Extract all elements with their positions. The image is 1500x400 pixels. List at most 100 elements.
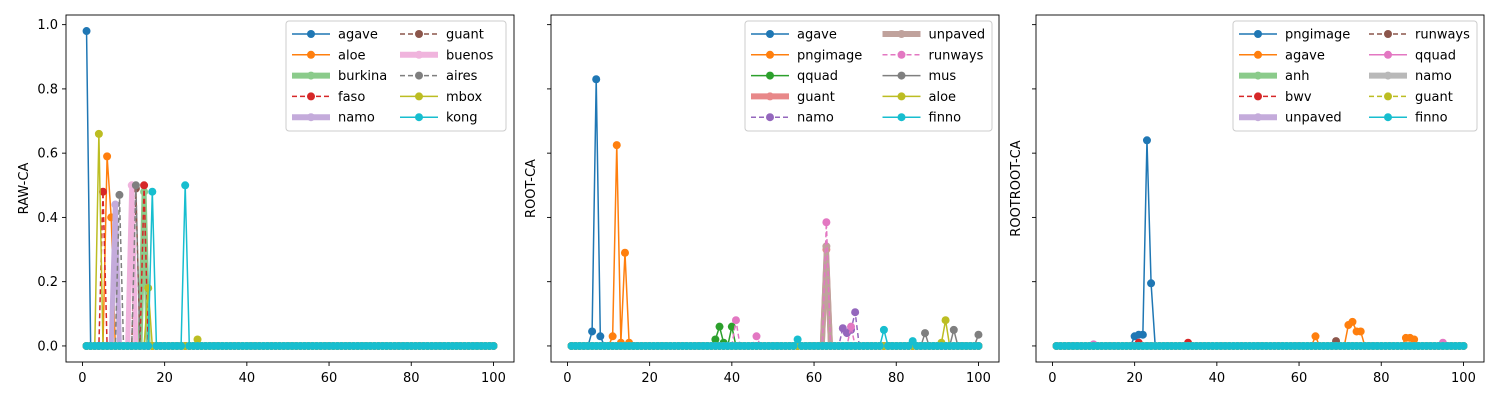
series-finno	[567, 325, 983, 350]
legend-marker	[1254, 113, 1262, 122]
axes-frame	[65, 14, 515, 363]
axes-frame	[1035, 14, 1485, 363]
legend-label: pngimage	[1285, 28, 1350, 43]
legend-item-guant: guant	[400, 28, 484, 43]
x-tick-label: 100	[481, 371, 506, 386]
legend-item-kong: kong	[400, 111, 478, 126]
legend-marker	[1384, 92, 1392, 101]
data-point	[727, 322, 736, 331]
x-tick-label: 60	[321, 371, 338, 386]
legend-label: qquad	[797, 69, 838, 84]
legend-item-mbox: mbox	[400, 90, 482, 105]
legend-label: bwv	[1285, 90, 1312, 105]
legend-marker	[307, 50, 315, 59]
legend-item-aires: aires	[400, 69, 478, 84]
data-point	[789, 341, 798, 350]
legend-item-agave: agave	[1239, 48, 1325, 63]
data-point	[921, 329, 930, 338]
legend-marker	[897, 30, 906, 38]
legend-label: aloe	[338, 48, 366, 63]
x-tick-label: 0	[1048, 371, 1056, 386]
data-point	[181, 181, 190, 190]
legend-box	[1232, 20, 1478, 132]
legend-marker	[766, 71, 774, 80]
legend-box	[285, 20, 507, 132]
y-tick-label: 0.4	[37, 211, 58, 226]
plot-area	[82, 27, 498, 350]
legend-label: faso	[338, 90, 365, 105]
data-point	[608, 332, 617, 341]
x-tick-label: 20	[156, 371, 173, 386]
legend-marker	[307, 92, 315, 101]
legend-item-agave: agave	[751, 28, 837, 43]
y-axis-label: ROOTROOT-CA	[1009, 140, 1024, 236]
legend-marker	[307, 71, 315, 80]
axes-frame	[550, 14, 1000, 363]
legend-item-faso: faso	[292, 90, 365, 105]
series-line	[571, 221, 979, 347]
legend-item-guant: guant	[751, 90, 835, 105]
legend: pngimage agave anh bwv unpaved runways qquad na…	[1232, 20, 1478, 132]
data-point	[1142, 136, 1151, 145]
legend-label: qquad	[1415, 48, 1456, 63]
series-line	[1056, 139, 1464, 347]
x-tick-label: 40	[239, 371, 256, 386]
y-tick-label: 0.0	[37, 339, 58, 354]
data-point	[115, 190, 124, 199]
legend-label: aloe	[929, 90, 957, 105]
legend-label: namo	[1415, 69, 1452, 84]
series-finno	[1052, 341, 1468, 350]
data-point	[793, 335, 802, 344]
data-point	[851, 308, 860, 317]
data-point	[879, 325, 888, 334]
legend-marker	[897, 50, 906, 59]
x-tick-label: 20	[641, 371, 658, 386]
data-point	[847, 322, 856, 331]
x-tick-label: 40	[1209, 371, 1226, 386]
legend-label: guant	[797, 90, 835, 105]
legend-label: namo	[797, 111, 834, 126]
y-tick-label: 0.6	[37, 147, 58, 162]
data-point	[140, 181, 149, 190]
legend-item-finno: finno	[882, 111, 961, 126]
legend-marker	[415, 71, 423, 80]
data-point	[148, 187, 157, 196]
data-point	[596, 332, 605, 341]
legend-label: unpaved	[1285, 111, 1342, 126]
data-point	[974, 341, 983, 350]
legend-marker	[307, 30, 315, 38]
data-point	[144, 341, 153, 350]
legend-marker	[766, 113, 774, 122]
legend-label: runways	[929, 48, 984, 63]
legend-marker	[1254, 30, 1262, 38]
series-line	[571, 144, 979, 347]
legend-marker	[766, 30, 774, 38]
legend-item-buenos: buenos	[400, 48, 494, 63]
legend-label: kong	[446, 111, 478, 126]
legend-marker	[1254, 92, 1262, 101]
data-point	[144, 284, 153, 293]
legend-item-bwv: bwv	[1239, 90, 1312, 105]
legend-item-namo: namo	[751, 111, 834, 126]
data-point	[941, 316, 950, 325]
legend-label: finno	[1415, 111, 1448, 126]
legend-item-qquad: qquad	[1369, 48, 1456, 63]
legend-item-namo: namo	[1369, 69, 1452, 84]
data-point	[592, 75, 601, 84]
series-pngimage	[1052, 136, 1468, 350]
y-tick-label: 0.8	[37, 82, 58, 97]
series-line	[571, 243, 979, 349]
x-tick-label: 60	[1291, 371, 1308, 386]
legend-label: unpaved	[929, 28, 986, 43]
legend-marker	[415, 113, 423, 122]
data-point	[1348, 317, 1357, 326]
data-point	[193, 335, 202, 344]
legend-item-namo: namo	[292, 111, 375, 126]
x-tick-label: 80	[1373, 371, 1390, 386]
data-point	[1147, 279, 1156, 288]
legend-item-unpaved: unpaved	[882, 28, 986, 43]
legend-label: aires	[446, 69, 478, 84]
data-point	[1311, 332, 1320, 341]
legend-marker	[897, 71, 906, 80]
data-point	[612, 141, 621, 150]
